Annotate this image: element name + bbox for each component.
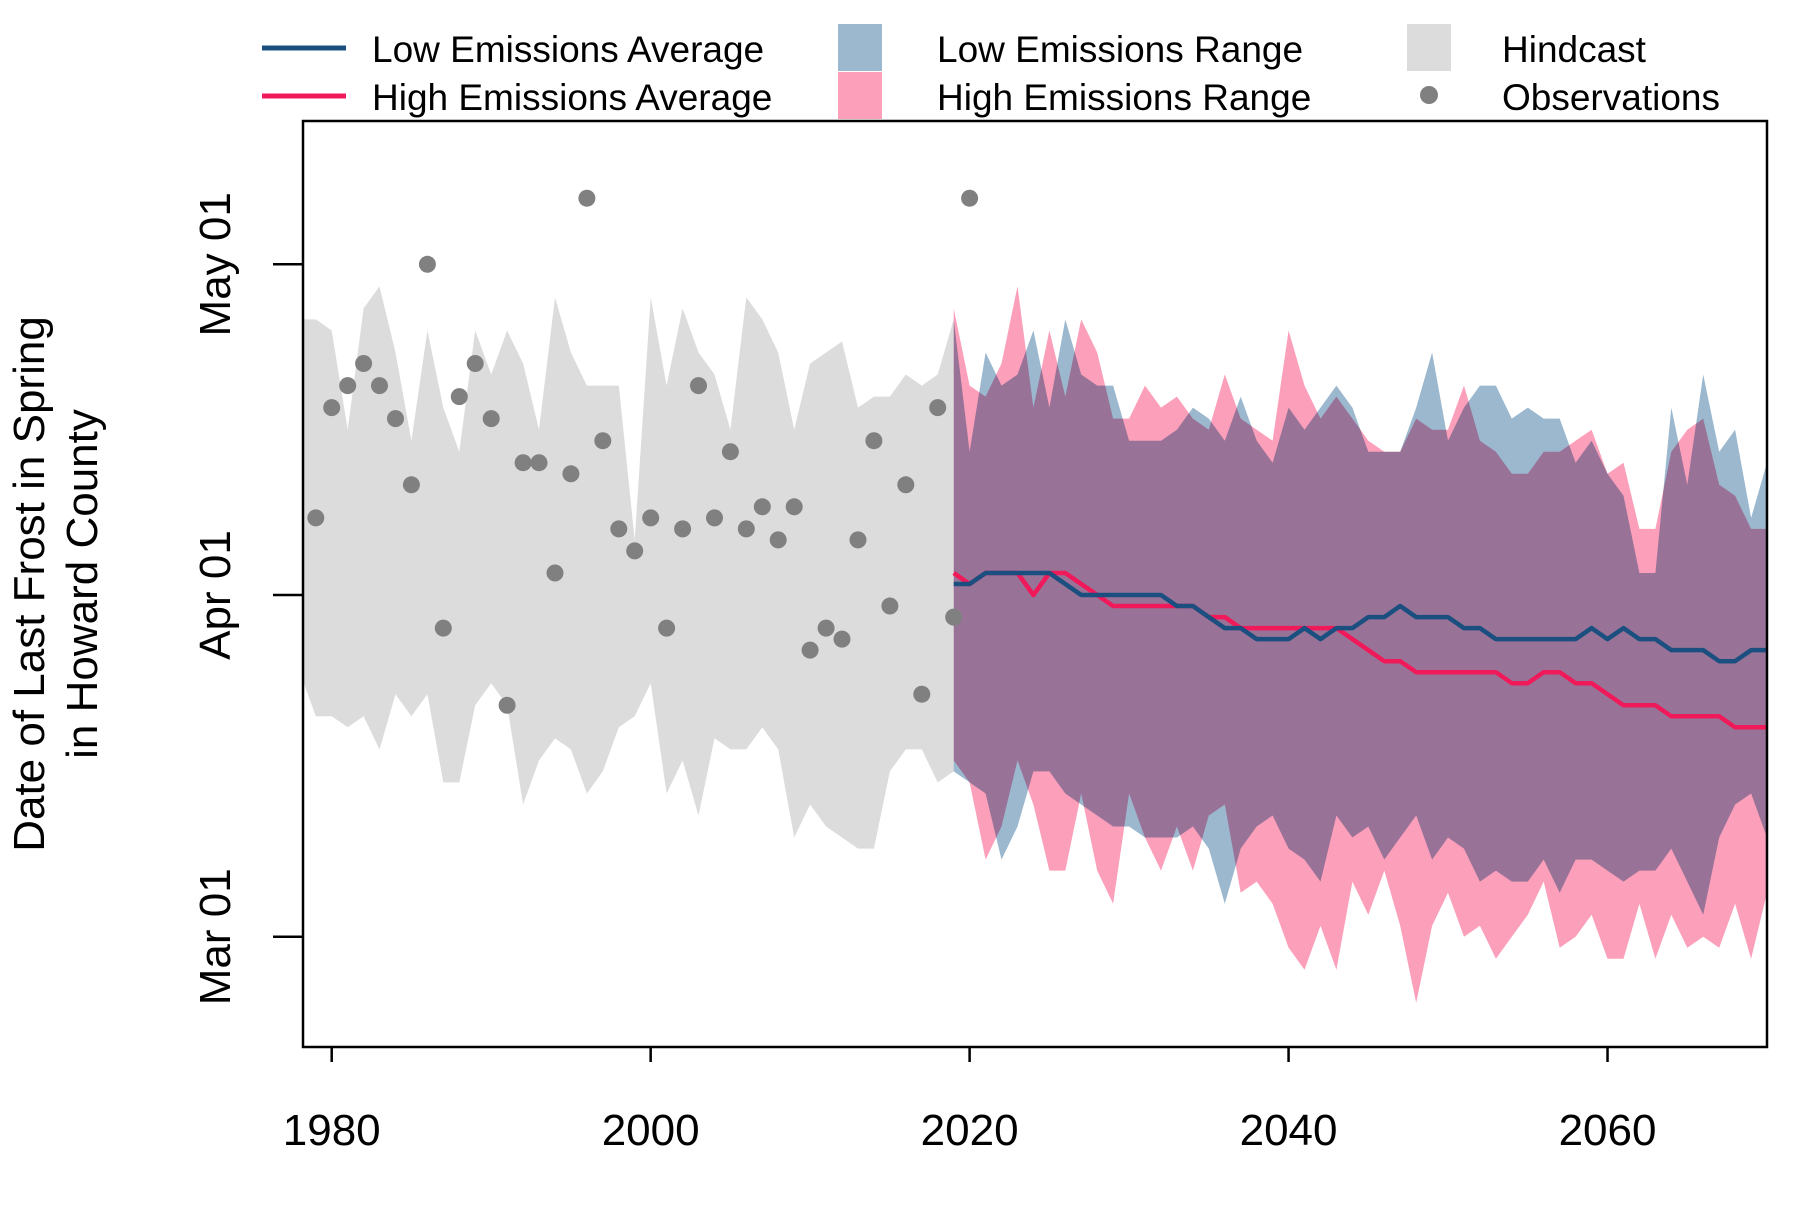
observation-point: [642, 509, 660, 527]
observation-point: [737, 520, 755, 538]
observation-point: [482, 410, 500, 428]
observations-points: [307, 189, 979, 714]
observation-point: [769, 531, 787, 549]
legend-label: Hindcast: [1502, 29, 1647, 70]
observation-point: [578, 189, 596, 207]
legend-label: Observations: [1502, 77, 1720, 118]
observation-point: [833, 630, 851, 648]
y-axis-label-line-2: in Howard County: [58, 409, 107, 759]
hindcast-band: [303, 286, 954, 849]
x-tick-label: 2000: [602, 1106, 700, 1155]
y-axis-label-line-1: Date of Last Frost in Spring: [5, 316, 54, 852]
plot-content: [303, 189, 1767, 1003]
observation-point: [434, 619, 452, 637]
x-tick-label: 2020: [921, 1106, 1019, 1155]
observation-point: [514, 454, 532, 472]
observation-point: [498, 696, 516, 714]
observation-point: [530, 454, 548, 472]
y-tick-label: Mar 01: [191, 868, 240, 1005]
observation-point: [323, 399, 341, 417]
observation-point: [610, 520, 628, 538]
observation-point: [307, 509, 325, 527]
observation-point: [753, 498, 771, 516]
low-emissions-range-band: [953, 319, 1767, 915]
observation-point: [658, 619, 676, 637]
observation-point: [961, 189, 979, 207]
observation-point: [801, 641, 819, 659]
observation-point: [594, 432, 612, 450]
legend-item: High Emissions Range: [838, 72, 1311, 119]
observation-point: [785, 498, 803, 516]
x-axis: 1980 2000 2020 2040 2060: [283, 1047, 1657, 1155]
legend-label: Low Emissions Range: [937, 29, 1303, 70]
observation-point: [387, 410, 404, 428]
observation-point: [674, 520, 692, 538]
legend-item: Observations: [1420, 77, 1720, 118]
observation-point: [913, 685, 931, 703]
observation-point: [402, 476, 420, 494]
observation-point: [339, 377, 357, 395]
legend-item: Low Emissions Range: [838, 24, 1303, 71]
observation-point: [817, 619, 835, 637]
low-emissions-average-line: [953, 570, 1767, 664]
legend-label: Low Emissions Average: [372, 29, 764, 70]
observation-point: [929, 399, 947, 417]
y-tick-label: May 01: [191, 192, 240, 336]
observation-point: [626, 542, 644, 560]
observation-point: [450, 388, 468, 406]
observation-point: [418, 255, 436, 273]
x-tick-label: 1980: [283, 1106, 381, 1155]
observation-point: [849, 531, 867, 549]
observation-point: [546, 564, 564, 582]
observation-point: [466, 355, 484, 372]
plot-frame: [301, 119, 1769, 1049]
legend-item: Low Emissions Average: [262, 29, 764, 70]
legend-label: High Emissions Average: [372, 77, 772, 118]
legend-label: High Emissions Range: [937, 77, 1311, 118]
x-tick-label: 2040: [1240, 1106, 1338, 1155]
observation-point: [371, 377, 388, 395]
legend-patch-swatch: [838, 72, 882, 119]
observation-point: [706, 509, 723, 527]
y-axis-label: Date of Last Frost in Spring in Howard C…: [5, 316, 107, 852]
observation-point: [881, 597, 899, 615]
legend: Low Emissions Average High Emissions Aver…: [262, 24, 1720, 119]
observation-point: [945, 608, 963, 626]
observation-point: [562, 465, 580, 483]
observation-point: [721, 443, 739, 461]
observation-point: [690, 377, 707, 395]
high-emissions-average-line: [952, 570, 1767, 730]
y-axis: Mar 01 Apr 01 May 01: [191, 192, 303, 1005]
observation-point: [897, 476, 915, 494]
observation-point: [865, 432, 883, 450]
legend-patch-swatch: [1407, 24, 1451, 71]
legend-item: Hindcast: [1407, 24, 1647, 71]
x-tick-label: 2060: [1559, 1106, 1657, 1155]
legend-patch-swatch: [838, 24, 882, 71]
observation-point: [355, 355, 373, 372]
legend-point-swatch: [1420, 86, 1438, 104]
plot-area: [301, 119, 1769, 1049]
y-tick-label: Apr 01: [191, 530, 240, 660]
legend-item: High Emissions Average: [262, 77, 772, 118]
